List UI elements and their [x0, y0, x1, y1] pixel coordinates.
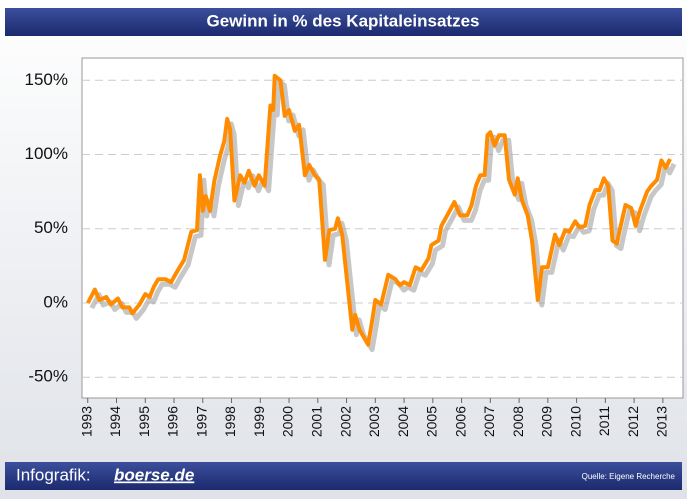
plot-area [81, 57, 684, 399]
y-tick-label: 100% [25, 144, 68, 163]
data-line [86, 73, 672, 347]
y-tick-label: 150% [25, 70, 68, 89]
x-tick-label: 2003 [366, 406, 382, 437]
x-tick-label: 2001 [309, 406, 325, 437]
x-tick-label: 2000 [280, 406, 296, 437]
x-tick-label: 1998 [222, 406, 238, 437]
x-tick-label: 2011 [596, 406, 612, 436]
x-tick-label: 1997 [193, 406, 209, 437]
y-tick-label: 50% [34, 218, 68, 237]
x-tick-label: 2002 [337, 406, 353, 437]
x-tick-label: 2010 [567, 406, 583, 437]
x-tick-label: 1999 [251, 406, 267, 437]
x-tick-label: 1994 [107, 406, 123, 437]
source: Quelle: Eigene Recherche [582, 472, 676, 481]
chart-title: Gewinn in % des Kapitaleinsatzes [206, 11, 479, 30]
x-tick-label: 2007 [481, 406, 497, 437]
x-tick-label: 2009 [539, 406, 555, 437]
x-tick-label: 2013 [654, 406, 670, 437]
x-tick-label: 2008 [510, 406, 526, 437]
x-tick-label: 1995 [136, 406, 152, 437]
x-tick-label: 2006 [452, 406, 468, 437]
footer-bar [5, 462, 682, 490]
x-tick-label: 2012 [625, 406, 641, 437]
x-tick-label: 1993 [78, 406, 94, 437]
title-bar [5, 8, 682, 36]
x-tick-label: 2005 [424, 406, 440, 437]
x-tick-label: 1996 [165, 406, 181, 437]
x-tick-label: 2004 [395, 406, 411, 437]
y-tick-label: -50% [28, 367, 68, 386]
y-tick-label: 0% [43, 292, 68, 311]
credit-brand: boerse.de [114, 465, 194, 484]
credit-label: Infografik: [16, 465, 91, 484]
